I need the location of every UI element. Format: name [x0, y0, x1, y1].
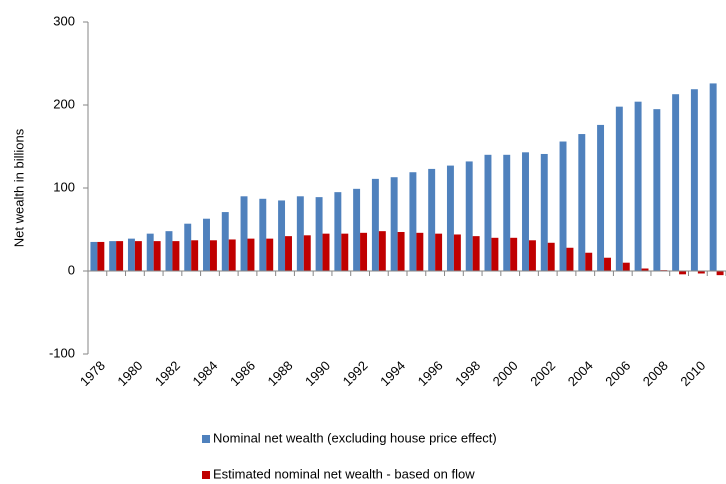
- x-tick-label: 2004: [565, 358, 596, 389]
- bar: [622, 262, 630, 271]
- x-tick-label: 1992: [340, 358, 371, 389]
- y-tick-label: -100: [49, 345, 75, 360]
- x-tick-label: 1984: [189, 358, 220, 389]
- bar: [472, 236, 480, 271]
- bar: [491, 237, 499, 271]
- bar: [90, 241, 98, 271]
- bar: [578, 134, 586, 271]
- bar: [97, 241, 105, 271]
- x-tick-label: 2006: [602, 358, 633, 389]
- bar: [690, 89, 698, 271]
- x-tick-label: 1986: [227, 358, 258, 389]
- bar: [315, 197, 323, 271]
- bar: [428, 168, 436, 271]
- bar: [371, 178, 379, 271]
- bar: [484, 154, 492, 271]
- bar: [127, 238, 135, 271]
- bar: [672, 94, 680, 272]
- bar: [341, 233, 349, 271]
- bar: [503, 154, 511, 271]
- bar: [353, 188, 361, 271]
- legend-swatch: [202, 471, 210, 479]
- x-tick-label: 1982: [152, 358, 183, 389]
- bar: [184, 223, 192, 271]
- bar: [709, 83, 717, 271]
- x-tick-label: 1978: [77, 358, 108, 389]
- bar: [653, 109, 661, 272]
- bar: [259, 198, 267, 271]
- bar: [172, 241, 180, 271]
- x-tick-label: 2010: [677, 358, 708, 389]
- bar: [453, 234, 461, 271]
- bar: [322, 233, 330, 271]
- bar: [566, 247, 574, 271]
- bar: [465, 161, 473, 271]
- bar: [446, 165, 454, 271]
- bar: [153, 241, 161, 271]
- bar: [597, 124, 605, 271]
- x-tick-label: 2000: [490, 358, 521, 389]
- bar: [191, 240, 199, 271]
- bar: [604, 257, 611, 271]
- bar: [409, 172, 417, 271]
- bar: [109, 241, 117, 271]
- bar: [221, 212, 229, 271]
- bar: [146, 233, 154, 271]
- legend-label: Estimated nominal net wealth - based on …: [213, 466, 475, 481]
- x-tick-label: 1996: [415, 358, 446, 389]
- x-tick-label: 1994: [377, 358, 408, 389]
- bar: [634, 101, 642, 272]
- bar: [435, 233, 443, 271]
- bar: [165, 231, 173, 271]
- bar: [510, 237, 518, 271]
- bar: [266, 238, 274, 271]
- bar: [679, 271, 687, 275]
- legend-label: Nominal net wealth (excluding house pric…: [213, 430, 497, 445]
- bar: [547, 242, 555, 271]
- bar: [285, 236, 292, 271]
- x-tick-label: 2008: [640, 358, 671, 389]
- bar: [203, 218, 210, 271]
- bar: [303, 235, 311, 271]
- bar: [116, 241, 124, 271]
- bar: [247, 238, 255, 271]
- bar: [716, 271, 724, 276]
- bar: [360, 232, 368, 271]
- bar: [240, 196, 248, 271]
- bar: [522, 152, 529, 271]
- y-tick-label: 300: [53, 13, 75, 28]
- bar: [134, 241, 142, 271]
- bar: [697, 271, 705, 274]
- bar: [528, 240, 536, 271]
- bar: [585, 252, 593, 271]
- legend-swatch: [202, 435, 210, 443]
- bar: [228, 239, 236, 271]
- x-tick-label: 1988: [265, 358, 296, 389]
- bar: [278, 200, 286, 271]
- bar: [378, 231, 386, 271]
- bar: [390, 177, 398, 271]
- x-tick-label: 1980: [114, 358, 145, 389]
- bar: [416, 232, 424, 271]
- bar: [641, 268, 649, 271]
- y-tick-label: 100: [53, 179, 75, 194]
- y-tick-label: 0: [68, 262, 75, 277]
- bar: [334, 192, 342, 271]
- bar: [397, 231, 405, 271]
- x-tick-label: 1998: [452, 358, 483, 389]
- bar: [615, 106, 623, 271]
- x-tick-label: 1990: [302, 358, 333, 389]
- bar: [559, 141, 567, 271]
- bar: [540, 153, 548, 271]
- bar: [296, 196, 304, 271]
- x-tick-label: 2002: [527, 358, 558, 389]
- bar: [209, 240, 217, 271]
- y-tick-label: 200: [53, 96, 75, 111]
- y-axis-label: Net wealth in billions: [11, 128, 26, 247]
